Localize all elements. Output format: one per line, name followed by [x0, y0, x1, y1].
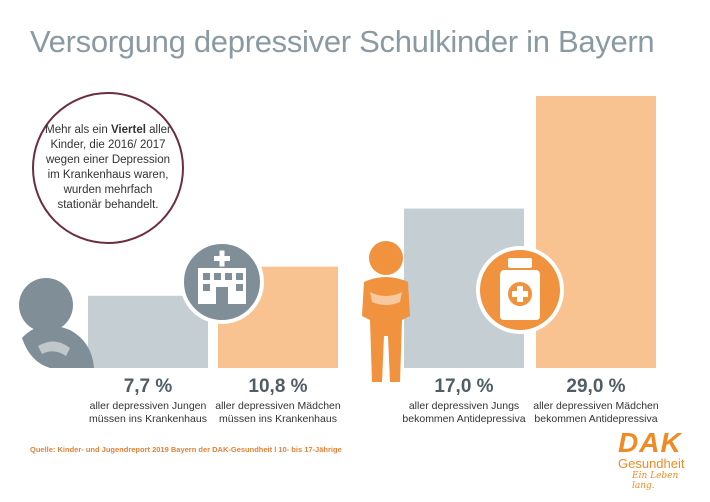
- bar-label-1: 7,7 % aller depressiven Jungen müssen ins …: [78, 376, 218, 426]
- logo-name: DAK: [618, 427, 682, 458]
- sad-child-icon: [19, 278, 94, 368]
- bar-label-3: 17,0 % aller depressiven Jungs bekommen An…: [394, 376, 534, 426]
- value-label: 7,7 %: [123, 376, 173, 397]
- sad-boy-icon: [362, 241, 410, 382]
- dak-logo: DAK Gesundheit Ein Leben lang.: [618, 427, 698, 492]
- bar-label-4: 29,0 % aller depressiven Mädchen bekommen …: [526, 376, 666, 426]
- hospital-icon: [180, 240, 264, 324]
- category-label: aller depressiven Jungs bekommen Antidepr…: [402, 400, 526, 425]
- medicine-bottle-icon: [476, 246, 564, 334]
- value-label: 17,0 %: [434, 376, 494, 397]
- category-label: aller depressiven Mädchen müssen ins Kran…: [215, 400, 341, 425]
- source-note: Quelle: Kinder- und Jugendreport 2019 Ba…: [30, 445, 342, 454]
- callout-circle: Mehr als ein Viertel aller Kinder, die 2…: [32, 92, 184, 244]
- value-label: 29,0 %: [566, 376, 626, 397]
- bar-1: [88, 295, 208, 368]
- callout-text: Mehr als ein Viertel aller Kinder, die 2…: [45, 124, 171, 211]
- value-label: 10,8 %: [248, 376, 308, 397]
- category-label: aller depressiven Mädchen bekommen Antide…: [533, 400, 659, 425]
- logo-sub: Gesundheit: [618, 456, 685, 471]
- logo-tagline: Ein Leben lang.: [632, 471, 679, 491]
- page-title: Versorgung depressiver Schulkinder in Ba…: [30, 24, 655, 59]
- category-label: aller depressiven Jungen müssen ins Krank…: [89, 400, 207, 425]
- bar-4: [536, 96, 656, 368]
- bar-label-2: 10,8 % aller depressiven Mädchen müssen in…: [208, 376, 348, 426]
